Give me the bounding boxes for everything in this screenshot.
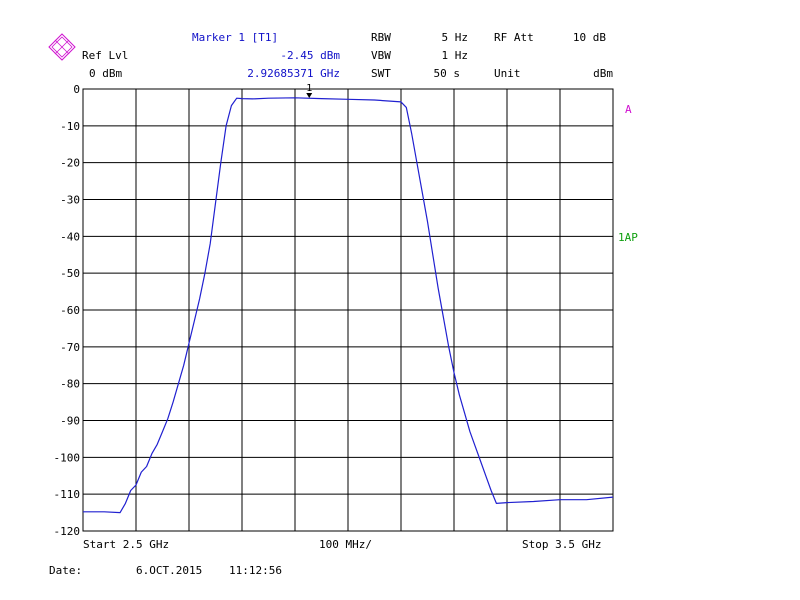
- marker-frequency: 2.92685371 GHz: [247, 67, 340, 80]
- y-tick-label: -120: [54, 525, 81, 538]
- y-tick-label: -60: [60, 304, 80, 317]
- rbw-value: 5 Hz: [441, 31, 469, 44]
- rohde-schwarz-logo-icon: [48, 33, 76, 61]
- rf-att-label: RF Att: [494, 31, 534, 44]
- span-per-division: 100 MHz/: [319, 538, 372, 551]
- detector-label: 1AP: [618, 231, 638, 244]
- vbw-value: 1 Hz: [441, 49, 469, 62]
- stop-frequency: Stop 3.5 GHz: [522, 538, 602, 551]
- marker-title: Marker 1 [T1]: [192, 31, 279, 44]
- y-tick-label: -30: [60, 194, 80, 207]
- spectrum-trace-line: [83, 97, 614, 514]
- y-tick-label: -40: [60, 230, 80, 243]
- unit-label: Unit: [494, 67, 521, 80]
- date-value: 6.OCT.2015: [136, 564, 203, 577]
- date-label: Date:: [49, 564, 83, 577]
- y-tick-labels: 0 -10 -20 -30 -40 -50 -60 -70 -80 -90 -100 -110 -120: [54, 83, 81, 538]
- rf-att-value: 10 dB: [572, 31, 606, 44]
- plot-grid: [82, 88, 614, 532]
- marker-1-triangle-icon: [306, 93, 313, 99]
- y-tick-label: -50: [60, 267, 80, 280]
- trace-layer: [83, 97, 614, 514]
- y-tick-label: -20: [60, 157, 80, 170]
- y-tick-label: -100: [54, 451, 81, 464]
- y-tick-label: 0: [73, 83, 80, 96]
- y-tick-label: -110: [54, 488, 81, 501]
- unit-value: dBm: [593, 67, 613, 80]
- marker-level: -2.45 dBm: [280, 49, 340, 62]
- marker-layer: 1: [306, 83, 313, 99]
- y-tick-label: -10: [60, 120, 80, 133]
- swt-label: SWT: [371, 67, 391, 80]
- marker-1-label: 1: [306, 83, 312, 94]
- ref-level-label: Ref Lvl: [82, 49, 129, 62]
- swt-value: 50 s: [433, 67, 461, 80]
- y-tick-label: -70: [60, 341, 80, 354]
- trace-label: A: [625, 103, 632, 116]
- vbw-label: VBW: [371, 49, 391, 62]
- time-value: 11:12:56: [229, 564, 282, 577]
- y-tick-label: -80: [60, 378, 80, 391]
- rbw-label: RBW: [371, 31, 391, 44]
- start-frequency: Start 2.5 GHz: [83, 538, 170, 551]
- y-tick-label: -90: [60, 415, 80, 428]
- ref-level-value: 0 dBm: [89, 67, 123, 80]
